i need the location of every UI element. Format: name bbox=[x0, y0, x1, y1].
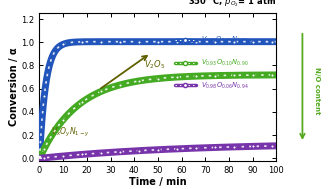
Text: $V_2O_5$: $V_2O_5$ bbox=[144, 59, 165, 71]
X-axis label: Time / min: Time / min bbox=[129, 177, 187, 187]
Text: $V_xO_yN_{1-y}$: $V_xO_yN_{1-y}$ bbox=[51, 125, 90, 139]
Text: N/O content: N/O content bbox=[314, 67, 320, 115]
Y-axis label: Conversion / α: Conversion / α bbox=[9, 48, 19, 126]
Text: $V_{0.93}O_{0.10}N_{0.90}$: $V_{0.93}O_{0.10}N_{0.90}$ bbox=[201, 57, 248, 68]
Text: $V_{0.98}O_{0.06}N_{0.94}$: $V_{0.98}O_{0.06}N_{0.94}$ bbox=[201, 80, 248, 91]
Text: $V_{0.86}O_{0.30}N_{0.70}$: $V_{0.86}O_{0.30}N_{0.70}$ bbox=[201, 35, 248, 45]
Text: 350 °C, $p_{O_2}$= 1 atm: 350 °C, $p_{O_2}$= 1 atm bbox=[188, 0, 276, 9]
